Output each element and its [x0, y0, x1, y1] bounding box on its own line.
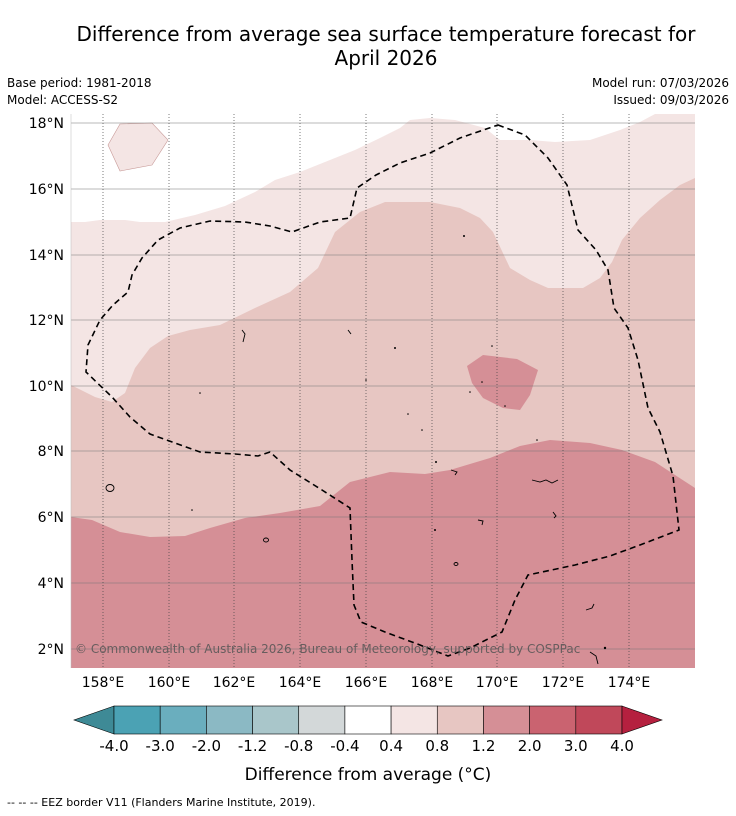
title-line-2: April 2026 [334, 46, 438, 70]
lon-label: 162°E [213, 675, 256, 691]
eez-legend-footer: -- -- -- EEZ border V11 (Flanders Marine… [7, 796, 316, 809]
colorbar-swatch [159, 705, 207, 735]
lat-label: 18°N [29, 116, 64, 132]
model-run: Model run: 07/03/2026 [591, 76, 729, 90]
model-name: Model: ACCESS-S2 [7, 93, 119, 107]
meta-left: Base period: 1981-2018 Model: ACCESS-S2 [7, 75, 152, 109]
colorbar-swatch [436, 705, 484, 735]
lon-gridlines [102, 114, 630, 668]
colorbar-tick-label: 1.2 [472, 737, 496, 755]
colorbar-tick-label: -4.0 [99, 737, 128, 755]
colorbar-swatch [252, 705, 300, 735]
colorbar-tick-label: 0.4 [379, 737, 403, 755]
lat-label: 10°N [29, 379, 64, 395]
colorbar-swatch [344, 705, 392, 735]
chart-title: Difference from average sea surface temp… [40, 22, 732, 70]
lon-label: 164°E [279, 675, 322, 691]
lat-label: 16°N [29, 182, 64, 198]
colorbar-over-arrow [621, 705, 663, 735]
lon-label: 160°E [148, 675, 191, 691]
issued-date: Issued: 09/03/2026 [613, 93, 729, 107]
lat-label: 12°N [29, 313, 64, 329]
lon-label: 172°E [542, 675, 585, 691]
band-neutral-corner [655, 102, 695, 114]
warm-patch [467, 355, 538, 410]
atoll-dots [191, 235, 607, 650]
colorbar-tick-label: -0.8 [284, 737, 313, 755]
lat-label: 8°N [38, 444, 64, 460]
lon-labels: 158°E 160°E 162°E 164°E 166°E 168°E 170°… [82, 675, 651, 691]
colorbar-swatch [113, 705, 161, 735]
colorbar-tick-label: -1.2 [238, 737, 267, 755]
lon-label: 168°E [411, 675, 454, 691]
lat-label: 2°N [38, 642, 64, 658]
colorbar-tick-label: -3.0 [146, 737, 175, 755]
colorbar-tick-label: -0.4 [330, 737, 359, 755]
band-neutral-northwest [71, 114, 655, 222]
colorbar-tick-label: 0.8 [425, 737, 449, 755]
colorbar-tick-label: -2.0 [192, 737, 221, 755]
lon-label: 174°E [608, 675, 651, 691]
copyright-notice: © Commonwealth of Australia 2026, Bureau… [75, 642, 580, 656]
lon-label: 158°E [82, 675, 125, 691]
lon-label: 170°E [476, 675, 519, 691]
band-1.2-2.0 [71, 440, 695, 668]
colorbar-label: Difference from average (°C) [245, 765, 492, 785]
colorbar-under-arrow [73, 705, 115, 735]
colorbar-swatch [390, 705, 438, 735]
map-area[interactable] [71, 102, 695, 668]
base-period: Base period: 1981-2018 [7, 76, 152, 90]
colorbar-tick-label: 4.0 [610, 737, 634, 755]
island-outlines [105, 329, 599, 665]
colorbar-swatch [483, 705, 530, 735]
colorbar-tick-label: 2.0 [518, 737, 542, 755]
colorbar-swatch [298, 705, 346, 735]
colorbar-ticks: -4.0 -3.0 -2.0 -1.2 -0.8 -0.4 0.4 0.8 1.2 2.0 3.0 4… [99, 737, 634, 755]
colorbar-tick-label: 3.0 [564, 737, 588, 755]
colorbar [73, 705, 663, 735]
lat-label: 4°N [38, 576, 64, 592]
lat-label: 6°N [38, 510, 64, 526]
colorbar-swatch [575, 705, 623, 735]
colorbar-swatch [206, 705, 253, 735]
lat-labels: 18°N 16°N 14°N 12°N 10°N 8°N 6°N 4°N 2°N [29, 116, 64, 658]
meta-right: Model run: 07/03/2026 Issued: 09/03/2026 [592, 75, 729, 109]
title-line-1: Difference from average sea surface temp… [76, 22, 696, 46]
eez-border [85, 124, 680, 657]
band-neutral-north [71, 104, 695, 114]
lat-label: 14°N [29, 248, 64, 264]
lat-gridlines [71, 122, 695, 650]
colorbar-swatch [529, 705, 577, 735]
lon-label: 166°E [345, 675, 388, 691]
